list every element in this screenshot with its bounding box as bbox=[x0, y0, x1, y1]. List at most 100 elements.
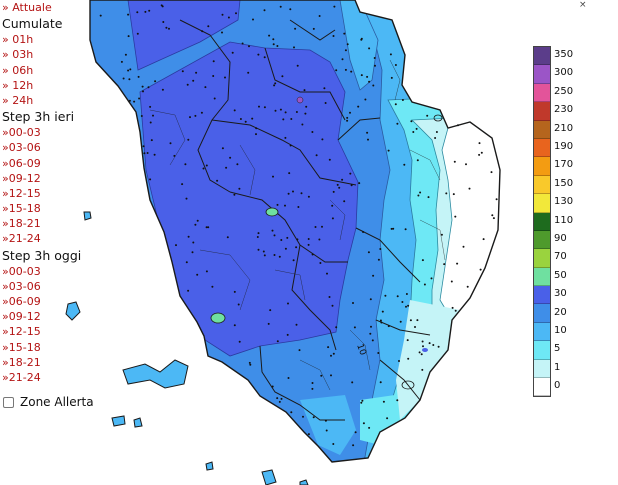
station-dot bbox=[326, 272, 328, 275]
link-current[interactable]: » Attuale bbox=[2, 1, 52, 14]
station-dot bbox=[443, 263, 446, 266]
legend-swatch-70 bbox=[534, 249, 550, 268]
station-dot bbox=[384, 294, 387, 297]
station-dot bbox=[248, 45, 250, 48]
station-dot bbox=[331, 304, 334, 307]
station-dot bbox=[331, 217, 334, 220]
station-dot bbox=[401, 99, 404, 101]
link-cumulative-24h[interactable]: » 24h bbox=[2, 93, 34, 107]
zone-allerta-checkbox[interactable] bbox=[3, 396, 14, 408]
link-yesterday-21-24[interactable]: »21-24 bbox=[2, 232, 41, 246]
station-dot bbox=[305, 105, 308, 108]
link-yesterday-06-09[interactable]: »06-09 bbox=[2, 156, 41, 170]
link-today-18-21[interactable]: »18-21 bbox=[2, 355, 41, 369]
station-dot bbox=[328, 158, 331, 161]
link-cumulative-03h[interactable]: » 03h bbox=[2, 48, 34, 62]
legend-label-30: 30 bbox=[554, 288, 567, 300]
link-yesterday-00-03[interactable]: »00-03 bbox=[2, 126, 41, 140]
station-dot bbox=[420, 353, 423, 356]
legend-swatch-350 bbox=[534, 47, 550, 66]
link-cumulative-12h[interactable]: » 12h bbox=[2, 78, 34, 92]
station-dot bbox=[319, 262, 322, 264]
link-yesterday-15-18[interactable]: »15-18 bbox=[2, 202, 41, 216]
station-dot bbox=[330, 374, 332, 377]
station-dot bbox=[307, 238, 310, 240]
station-dot bbox=[490, 171, 493, 174]
station-dot bbox=[187, 138, 190, 141]
island-montecristo bbox=[205, 461, 214, 471]
station-dot bbox=[370, 325, 372, 328]
link-cumulative-01h[interactable]: » 01h bbox=[2, 33, 34, 47]
station-dot bbox=[276, 340, 279, 343]
station-dot bbox=[495, 198, 498, 201]
link-yesterday-18-21[interactable]: »18-21 bbox=[2, 217, 41, 231]
station-dot bbox=[289, 144, 292, 147]
station-dot bbox=[278, 400, 281, 403]
station-dot bbox=[367, 251, 370, 254]
link-today-03-06[interactable]: »03-06 bbox=[2, 279, 41, 293]
station-dot bbox=[396, 122, 399, 125]
station-dot bbox=[252, 18, 254, 21]
station-dot bbox=[414, 326, 416, 328]
station-dot bbox=[304, 112, 307, 115]
link-today-12-15[interactable]: »12-15 bbox=[2, 325, 41, 339]
station-dot bbox=[314, 226, 317, 228]
legend-swatch-130 bbox=[534, 194, 550, 213]
station-dot bbox=[238, 187, 241, 190]
link-today-06-09[interactable]: »06-09 bbox=[2, 295, 41, 308]
station-dot bbox=[344, 68, 347, 71]
station-dot bbox=[133, 100, 136, 103]
station-dot bbox=[128, 78, 131, 81]
station-dot bbox=[412, 131, 415, 133]
station-dot bbox=[416, 159, 419, 162]
legend-label-0: 0 bbox=[554, 380, 561, 392]
station-dot bbox=[311, 387, 314, 390]
station-dot bbox=[452, 193, 455, 196]
station-dot bbox=[296, 64, 299, 67]
station-dot bbox=[191, 251, 194, 254]
station-dot bbox=[332, 190, 335, 193]
station-dot bbox=[284, 247, 287, 250]
island-giannutri bbox=[299, 479, 309, 485]
station-dot bbox=[257, 232, 260, 235]
link-today-15-18[interactable]: »15-18 bbox=[2, 340, 41, 354]
link-today-00-03[interactable]: »00-03 bbox=[2, 264, 41, 278]
station-dot bbox=[187, 235, 190, 238]
legend-label-50: 50 bbox=[554, 269, 567, 281]
station-dot bbox=[248, 361, 251, 364]
legend-swatch-230 bbox=[534, 102, 550, 121]
station-dot bbox=[341, 178, 344, 181]
station-dot bbox=[295, 323, 298, 326]
station-dot bbox=[450, 280, 453, 283]
heading-step-yesterday: Step 3h ieri bbox=[2, 109, 75, 125]
station-dot bbox=[279, 108, 282, 111]
legend-scale-bar bbox=[533, 46, 551, 398]
station-dot bbox=[336, 183, 339, 186]
zone-allerta-toggle[interactable]: Zone Allerta bbox=[3, 395, 94, 409]
station-dot bbox=[361, 399, 364, 402]
station-dot bbox=[478, 153, 481, 156]
station-dot bbox=[287, 377, 290, 379]
station-dot bbox=[281, 75, 284, 78]
link-today-21-24[interactable]: »21-24 bbox=[2, 370, 41, 384]
link-yesterday-12-15[interactable]: »12-15 bbox=[2, 186, 41, 200]
station-dot bbox=[216, 179, 219, 182]
link-cumulative-06h[interactable]: » 06h bbox=[2, 63, 34, 77]
link-yesterday-03-06[interactable]: »03-06 bbox=[2, 141, 41, 155]
station-dot bbox=[290, 411, 293, 414]
station-dot bbox=[392, 227, 395, 230]
station-dot bbox=[202, 167, 205, 170]
station-dot bbox=[296, 238, 299, 241]
station-dot bbox=[307, 243, 310, 246]
link-yesterday-09-12[interactable]: »09-12 bbox=[2, 171, 41, 185]
station-dot bbox=[311, 382, 314, 384]
station-dot bbox=[423, 283, 426, 286]
link-today-09-12[interactable]: »09-12 bbox=[2, 310, 41, 324]
station-dot bbox=[300, 192, 303, 195]
station-dot bbox=[382, 400, 385, 403]
legend-swatch-300 bbox=[534, 65, 550, 84]
station-dot bbox=[205, 270, 208, 273]
station-dot bbox=[196, 219, 199, 222]
station-dot bbox=[330, 354, 332, 357]
